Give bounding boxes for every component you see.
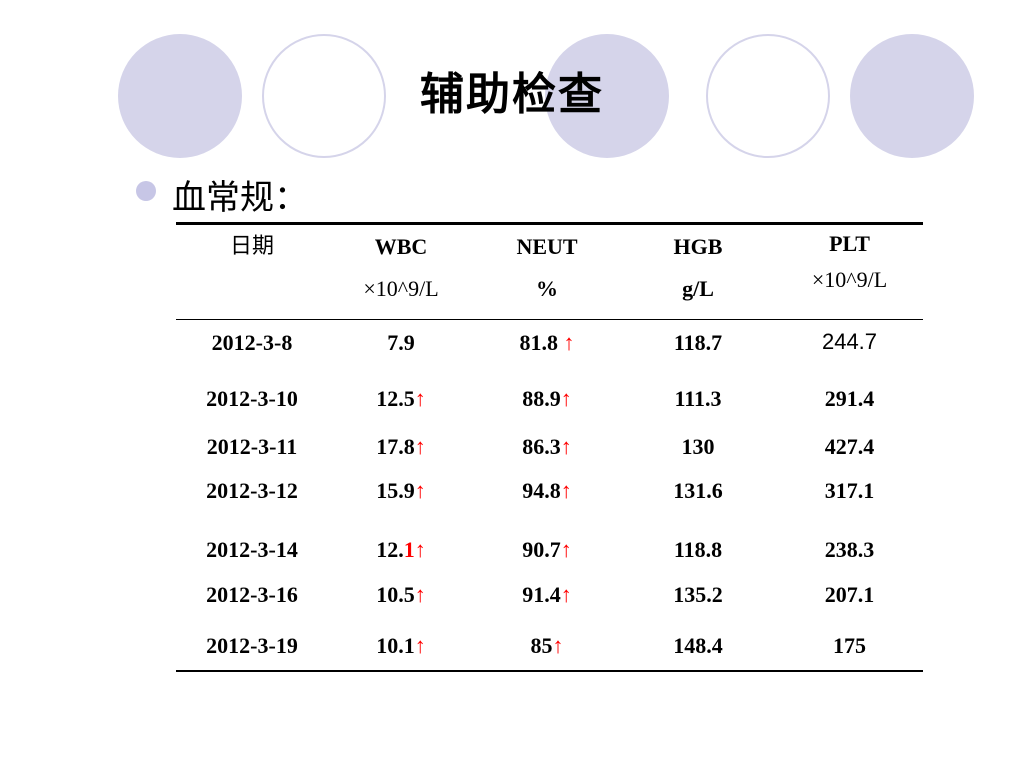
cell-plt: 427.4 [824, 434, 875, 459]
up-arrow-icon: ↑ [560, 537, 572, 562]
up-arrow-icon: ↑ [560, 434, 572, 459]
up-arrow-icon: ↑ [552, 633, 564, 658]
header-plt-label: PLT [829, 231, 870, 256]
cell-neut: 86.3↑ [474, 434, 620, 460]
up-arrow-icon: ↑ [414, 434, 426, 459]
up-arrow-icon: ↑ [414, 386, 426, 411]
decor-circle-outline-2 [706, 34, 830, 158]
cell-neut-value: 81.8 [519, 330, 564, 355]
up-arrow-icon: ↑ [560, 386, 572, 411]
cell-hgb: 130 [681, 434, 715, 459]
table-bottom-rule [176, 670, 923, 672]
header-neut-unit: % [536, 276, 558, 301]
header-hgb-unit: g/L [682, 276, 714, 301]
cell-date: 2012-3-19 [206, 633, 298, 658]
cell-wbc-value: 12. [376, 537, 404, 562]
header-hgb: HGB g/L [620, 226, 776, 310]
cell-wbc: 15.9↑ [328, 478, 474, 504]
cell-date: 2012-3-8 [211, 330, 293, 355]
cell-neut: 91.4↑ [474, 582, 620, 608]
header-date: 日期 [176, 226, 328, 268]
blood-routine-table: 日期 WBC ×10^9/L NEUT % HGB g/L PLT ×10^9/… [176, 222, 923, 674]
decor-circle-filled-3 [850, 34, 974, 158]
decor-circle-filled-1 [118, 34, 242, 158]
cell-wbc: 17.8↑ [328, 434, 474, 460]
decor-circle-outline-1 [262, 34, 386, 158]
cell-date: 2012-3-10 [206, 386, 298, 411]
cell-wbc: 12.1↑ [328, 537, 474, 563]
bullet-text: 血常规： [172, 178, 308, 218]
header-wbc-label: WBC [374, 234, 428, 259]
cell-neut-value: 88.9 [522, 386, 561, 411]
cell-neut-value: 90.7 [522, 537, 561, 562]
cell-wbc-value: 15.9 [376, 478, 415, 503]
header-date-label: 日期 [229, 234, 274, 259]
cell-neut: 90.7↑ [474, 537, 620, 563]
cell-wbc: 12.5↑ [328, 386, 474, 412]
cell-hgb: 118.8 [673, 537, 723, 562]
header-plt: PLT ×10^9/L [776, 226, 923, 298]
cell-plt: 207.1 [824, 582, 875, 607]
cell-wbc-value: 17.8 [376, 434, 415, 459]
cell-hgb: 148.4 [673, 633, 723, 658]
cell-wbc-value: 10.5 [376, 582, 415, 607]
cell-date: 2012-3-12 [206, 478, 298, 503]
cell-neut-value: 86.3 [522, 434, 561, 459]
cell-date: 2012-3-11 [206, 434, 298, 459]
up-arrow-icon: ↑ [563, 330, 575, 355]
slide-title: 辅助检查 [420, 69, 604, 120]
up-arrow-icon: ↑ [414, 633, 426, 658]
cell-neut: 94.8↑ [474, 478, 620, 504]
cell-wbc: 7.9 [328, 330, 474, 356]
cell-wbc: 10.5↑ [328, 582, 474, 608]
header-neut-label: NEUT [516, 234, 578, 259]
header-plt-unit: ×10^9/L [811, 267, 888, 292]
cell-wbc-value-highlight: 1 [403, 537, 415, 562]
up-arrow-icon: ↑ [560, 478, 572, 503]
header-neut: NEUT % [474, 226, 620, 310]
cell-plt: 291.4 [824, 386, 875, 411]
cell-hgb: 131.6 [673, 478, 723, 503]
cell-date: 2012-3-14 [206, 537, 298, 562]
table-header-rule [176, 319, 923, 320]
decor-circle-filled-2 [545, 34, 669, 158]
cell-plt: 317.1 [824, 478, 875, 503]
cell-hgb: 111.3 [674, 386, 722, 411]
cell-neut-value: 91.4 [522, 582, 561, 607]
cell-neut: 81.8 ↑ [474, 330, 620, 356]
cell-hgb: 118.7 [673, 330, 723, 355]
cell-neut-value: 94.8 [522, 478, 561, 503]
cell-wbc-value: 7.9 [387, 330, 415, 355]
cell-wbc: 10.1↑ [328, 633, 474, 659]
cell-plt: 238.3 [824, 537, 875, 562]
table-top-rule [176, 222, 923, 225]
cell-neut: 85↑ [474, 633, 620, 659]
up-arrow-icon: ↑ [560, 582, 572, 607]
cell-neut: 88.9↑ [474, 386, 620, 412]
cell-plt: 244.7 [821, 329, 878, 354]
cell-plt: 175 [833, 633, 866, 658]
cell-date: 2012-3-16 [206, 582, 298, 607]
bullet-icon [136, 181, 156, 201]
up-arrow-icon: ↑ [414, 537, 426, 562]
cell-hgb: 135.2 [673, 582, 723, 607]
up-arrow-icon: ↑ [414, 478, 426, 503]
cell-neut-value: 85 [530, 633, 553, 658]
header-hgb-label: HGB [673, 234, 723, 259]
header-wbc-unit: ×10^9/L [363, 276, 439, 301]
up-arrow-icon: ↑ [414, 582, 426, 607]
cell-wbc-value: 12.5 [376, 386, 415, 411]
header-wbc: WBC ×10^9/L [328, 226, 474, 310]
cell-wbc-value: 10.1 [376, 633, 415, 658]
